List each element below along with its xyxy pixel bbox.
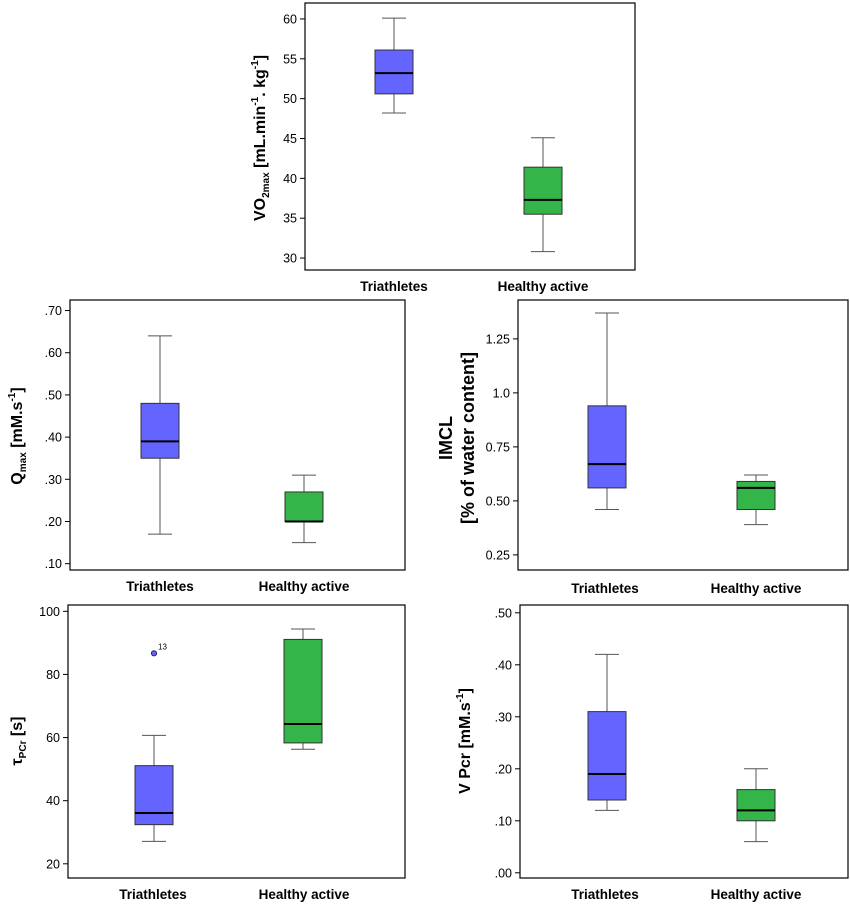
tau-triathletes-outlier-label: 13 [158,642,167,651]
vpcr-y-tick-label: .20 [495,762,512,776]
panel-imcl: 0.25 0.50 0.75 1.0 1.25 Triathletes Healthy … [436,299,849,596]
v-pcr-x-label-triathletes: Triathletes [571,887,639,902]
tau-healthy-active-box [283,638,323,744]
qmax-x-label-triathletes: Triathletes [126,579,194,594]
qmax-y-ticks: .10 .20 .30 .40 .50 .60 .70 [45,304,70,571]
qmax-y-tick-label: .30 [45,473,62,487]
tau-y-tick-label: 80 [46,668,60,682]
vo2-y-tick-label: 30 [283,252,297,266]
tau-pcr-plot-area: 13 [134,628,323,842]
tau-triathletes-outlier [150,650,158,657]
panel-qmax-frame [69,299,406,571]
imcl-y-ticks: 0.25 0.50 0.75 1.0 1.25 [486,332,518,562]
panel-qmax: .10 .20 .30 .40 .50 .60 .70 Triathletes Health… [7,299,406,594]
tau-pcr-y-ticks: 20 40 60 80 100 [39,605,68,871]
vo2-healthy-active-box [523,166,563,215]
tau-y-tick-label: 100 [39,605,60,619]
imcl-y-axis-label: IMCL [436,416,456,460]
vpcr-y-tick-label: .00 [495,866,512,880]
imcl-y-axis-label-units: [% of water content] [458,352,478,524]
tau-y-tick-label: 20 [46,857,60,871]
vpcr-triathletes-box [587,711,627,801]
vo2-y-tick-label: 35 [283,212,297,226]
v-pcr-plot-area [587,653,776,843]
v-pcr-y-ticks: .00 .10 .20 .30 .40 .50 [495,606,520,880]
imcl-y-tick-label: 0.50 [486,494,510,508]
imcl-healthy-active-box [736,480,776,511]
vo2-y-tick-label: 60 [283,12,297,26]
v-pcr-y-axis-label: V Pcr [mM.s-1] [455,688,474,794]
tau-y-tick-label: 60 [46,731,60,745]
tau-y-tick-label: 40 [46,794,60,808]
qmax-triathletes-box [140,402,180,459]
vpcr-y-tick-label: .30 [495,710,512,724]
vo2-y-tick-label: 40 [283,172,297,186]
qmax-y-tick-label: .60 [45,346,62,360]
qmax-plot-area [140,335,324,544]
qmax-healthy-active-box [284,491,324,522]
vo2-y-tick-label: 45 [283,132,297,146]
panel-imcl-frame [517,299,849,571]
vo2-y-tick-label: 55 [283,52,297,66]
imcl-x-label-healthy-active: Healthy active [711,581,802,596]
imcl-x-label-triathletes: Triathletes [571,581,639,596]
panel-tau-pcr: 20 40 60 80 100 13 Triathletes Healthy activ… [9,604,406,902]
panel-v-pcr-frame [519,604,849,879]
vpcr-y-tick-label: .50 [495,606,512,620]
qmax-y-tick-label: .50 [45,388,62,402]
qmax-y-axis-label: Qmax [mM.s-1] [7,387,29,484]
vpcr-healthy-active-box [736,789,776,822]
imcl-y-tick-label: 0.25 [486,548,510,562]
qmax-y-tick-label: .70 [45,304,62,318]
tau-pcr-x-label-triathletes: Triathletes [119,887,187,902]
vo2-triathletes-box [374,49,414,95]
vpcr-y-tick-label: .10 [495,814,512,828]
imcl-triathletes-box [587,405,627,489]
qmax-x-label-healthy-active: Healthy active [259,579,350,594]
vo2max-x-label-healthy-active: Healthy active [498,279,589,294]
vpcr-y-tick-label: .40 [495,658,512,672]
qmax-y-tick-label: .10 [45,557,62,571]
vo2max-y-ticks: 30 35 40 45 50 55 60 [283,12,305,266]
qmax-y-tick-label: .20 [45,515,62,529]
panel-v-pcr: .00 .10 .20 .30 .40 .50 Triathletes Healthy a… [455,604,849,902]
tau-pcr-x-label-healthy-active: Healthy active [259,887,350,902]
qmax-y-tick-label: .40 [45,431,62,445]
tau-pcr-y-axis-label: τPCr [s] [9,717,29,766]
panel-tau-pcr-frame [67,604,406,879]
imcl-y-tick-label: 1.25 [486,332,510,346]
vo2max-y-axis-label: VO2max [mL.min-1. kg-1] [250,55,272,221]
vo2max-plot-area [374,17,563,253]
vo2-y-tick-label: 50 [283,92,297,106]
panel-vo2max-frame [304,2,636,271]
imcl-plot-area [587,312,776,526]
tau-triathletes-box [134,765,174,826]
imcl-y-tick-label: 0.75 [486,440,510,454]
imcl-y-tick-label: 1.0 [493,386,510,400]
panel-vo2max: 30 35 40 45 50 55 60 Triathletes Healthy activ… [250,2,636,294]
vo2max-x-label-triathletes: Triathletes [360,279,428,294]
v-pcr-x-label-healthy-active: Healthy active [711,887,802,902]
